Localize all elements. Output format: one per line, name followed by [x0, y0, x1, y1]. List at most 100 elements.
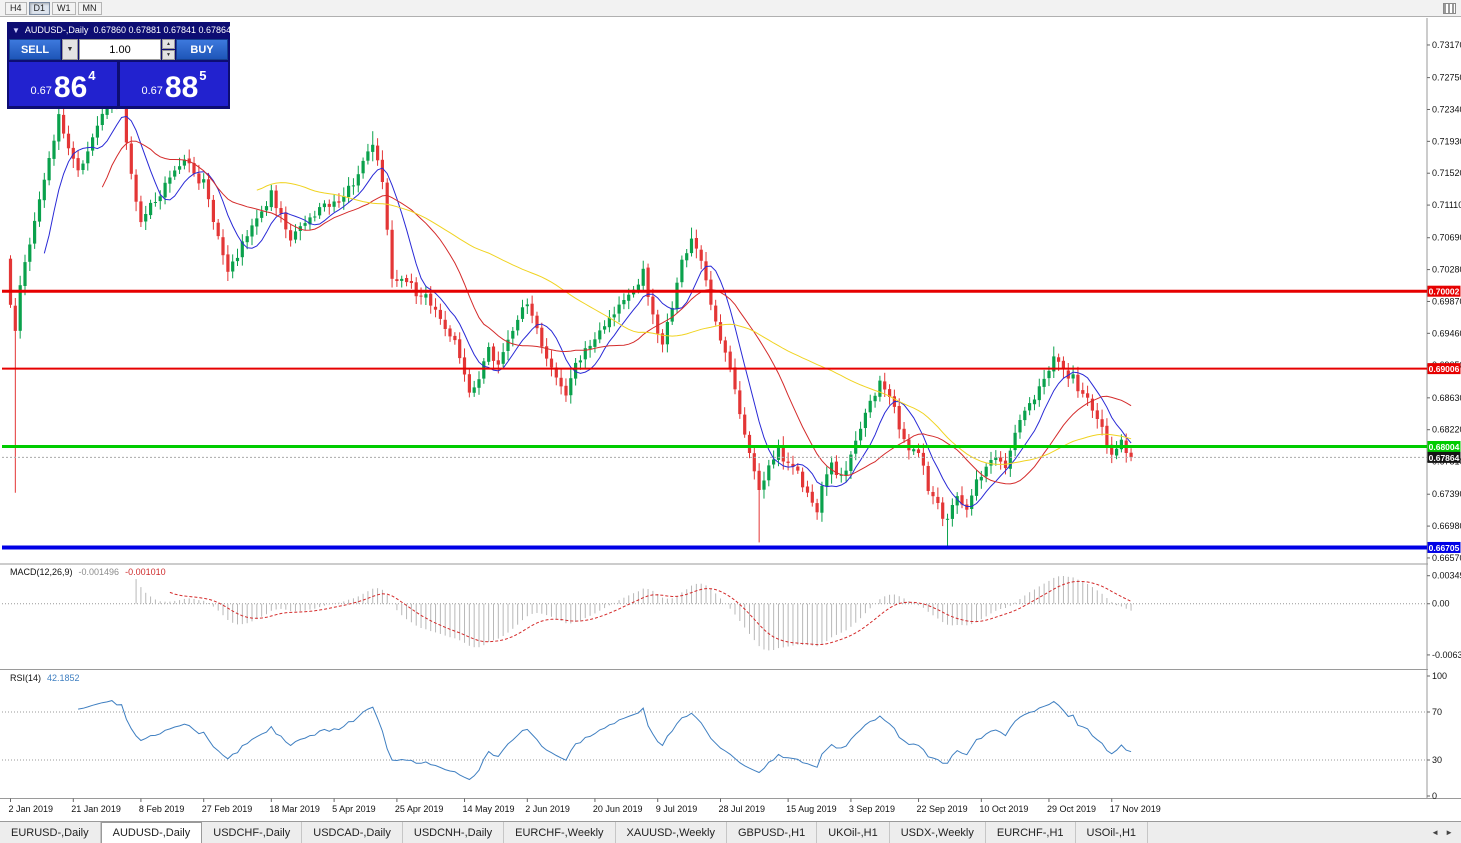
- rsi-name: RSI(14): [10, 673, 42, 683]
- rsi-label: RSI(14) 42.1852: [10, 673, 80, 683]
- svg-text:27 Feb 2019: 27 Feb 2019: [202, 804, 253, 814]
- buy-price-big: 88: [164, 71, 199, 105]
- macd-signal-line: [169, 580, 1132, 646]
- buy-price-pip: 5: [199, 68, 207, 83]
- svg-text:9 Jul 2019: 9 Jul 2019: [656, 804, 698, 814]
- tab-scroll: ◄ ►: [1423, 822, 1461, 843]
- buy-price-prefix: 0.67: [141, 85, 163, 97]
- tab-audusd-daily[interactable]: AUDUSD-,Daily: [100, 822, 203, 843]
- svg-text:28 Jul 2019: 28 Jul 2019: [719, 804, 766, 814]
- sell-price-prefix: 0.67: [30, 85, 52, 97]
- rsi-value: 42.1852: [47, 673, 80, 683]
- volume-input[interactable]: [79, 39, 161, 60]
- svg-text:10 Oct 2019: 10 Oct 2019: [979, 804, 1028, 814]
- svg-text:14 May 2019: 14 May 2019: [463, 804, 515, 814]
- chart-icon[interactable]: [1443, 2, 1456, 14]
- buy-button[interactable]: BUY: [176, 39, 228, 60]
- tab-scroll-left-icon[interactable]: ◄: [1431, 828, 1440, 837]
- sell-price-pip: 4: [88, 68, 96, 83]
- svg-text:17 Nov 2019: 17 Nov 2019: [1110, 804, 1161, 814]
- svg-text:22 Sep 2019: 22 Sep 2019: [917, 804, 968, 814]
- rsi-pane: [2, 700, 1427, 781]
- chart-tabbar: EURUSD-,Daily AUDUSD-,Daily USDCHF-,Dail…: [0, 821, 1461, 843]
- volume-increase-button[interactable]: ▲: [162, 39, 175, 49]
- svg-text:0.00: 0.00: [1432, 599, 1450, 609]
- sell-button[interactable]: SELL: [9, 39, 61, 60]
- tab-usdcnh-daily[interactable]: USDCNH-,Daily: [403, 822, 505, 843]
- one-click-trading-panel: ▼ AUDUSD-,Daily 0.67860 0.67881 0.67841 …: [7, 22, 230, 109]
- tab-ukoil-h1[interactable]: UKOil-,H1: [817, 822, 890, 843]
- tab-gbpusd-h1[interactable]: GBPUSD-,H1: [727, 822, 818, 843]
- trade-prices: 0.67 86 4 0.67 88 5: [7, 62, 230, 108]
- rsi-line: [78, 700, 1132, 781]
- timeframe-mn-button[interactable]: MN: [77, 1, 102, 15]
- svg-text:18 Mar 2019: 18 Mar 2019: [269, 804, 320, 814]
- date-axis[interactable]: 2 Jan 2019 21 Jan 2019 8 Feb 2019 27 Feb 20…: [9, 798, 1161, 815]
- moving-averages: [43, 115, 1132, 508]
- tab-scroll-right-icon[interactable]: ►: [1445, 828, 1453, 837]
- timeframe-h4-button[interactable]: H4: [5, 1, 27, 15]
- trade-panel-header[interactable]: ▼ AUDUSD-,Daily 0.67860 0.67881 0.67841 …: [7, 22, 230, 38]
- tab-eurchf-weekly[interactable]: EURCHF-,Weekly: [504, 822, 616, 843]
- pane-separators: [0, 18, 1461, 799]
- trade-panel-symbol: AUDUSD-,Daily: [24, 25, 89, 35]
- tab-usoil-h1[interactable]: USOil-,H1: [1076, 822, 1149, 843]
- trade-panel-ohlc: 0.67860 0.67881 0.67841 0.67864: [93, 25, 230, 35]
- svg-text:0.00349: 0.00349: [1432, 571, 1461, 581]
- svg-text:-0.00637: -0.00637: [1432, 650, 1461, 660]
- tab-eurchf-h1[interactable]: EURCHF-,H1: [986, 822, 1076, 843]
- volume-decrease-button[interactable]: ▼: [162, 50, 175, 60]
- svg-text:5 Apr 2019: 5 Apr 2019: [332, 804, 376, 814]
- svg-text:3 Sep 2019: 3 Sep 2019: [849, 804, 895, 814]
- svg-text:2 Jun 2019: 2 Jun 2019: [525, 804, 570, 814]
- tab-usdcad-daily[interactable]: USDCAD-,Daily: [302, 822, 403, 843]
- tab-eurusd-daily[interactable]: EURUSD-,Daily: [0, 822, 101, 843]
- fast-ma: [43, 115, 1132, 508]
- volume-dropdown-button[interactable]: ▼: [62, 39, 78, 60]
- timeframe-d1-button[interactable]: D1: [28, 1, 51, 15]
- toolbar: H4 D1 W1 MN: [0, 0, 1461, 17]
- svg-text:20 Jun 2019: 20 Jun 2019: [593, 804, 643, 814]
- tab-usdchf-daily[interactable]: USDCHF-,Daily: [202, 822, 303, 843]
- medium-ma: [101, 140, 1132, 485]
- svg-text:0.70002: 0.70002: [1429, 287, 1460, 297]
- buy-price-display[interactable]: 0.67 88 5: [120, 62, 228, 106]
- macd-label: MACD(12,26,9) -0.001496 -0.001010: [10, 567, 166, 577]
- tab-xauusd-weekly[interactable]: XAUUSD-,Weekly: [616, 822, 727, 843]
- trade-controls: SELL ▼ ▲ ▼ BUY: [9, 39, 228, 60]
- svg-text:0.71110: 0.71110: [1432, 200, 1461, 210]
- slow-ma: [256, 182, 1132, 465]
- svg-text:100: 100: [1432, 671, 1447, 681]
- svg-text:30: 30: [1432, 755, 1442, 765]
- svg-text:25 Apr 2019: 25 Apr 2019: [395, 804, 444, 814]
- sell-price-display[interactable]: 0.67 86 4: [9, 62, 117, 106]
- svg-text:0.68004: 0.68004: [1429, 442, 1460, 452]
- horizontal-lines[interactable]: [2, 289, 1427, 550]
- candlesticks: [8, 66, 1133, 547]
- svg-text:29 Oct 2019: 29 Oct 2019: [1047, 804, 1096, 814]
- collapse-panel-icon[interactable]: ▼: [12, 25, 20, 35]
- svg-text:8 Feb 2019: 8 Feb 2019: [139, 804, 185, 814]
- svg-text:15 Aug 2019: 15 Aug 2019: [786, 804, 837, 814]
- tab-usdx-weekly[interactable]: USDX-,Weekly: [890, 822, 986, 843]
- svg-text:0.69006: 0.69006: [1429, 364, 1460, 374]
- svg-text:0.66705: 0.66705: [1429, 543, 1460, 553]
- svg-text:21 Jan 2019: 21 Jan 2019: [71, 804, 121, 814]
- macd-signal-value: -0.001010: [125, 567, 166, 577]
- timeframe-w1-button[interactable]: W1: [52, 1, 76, 15]
- macd-main-value: -0.001496: [78, 567, 120, 577]
